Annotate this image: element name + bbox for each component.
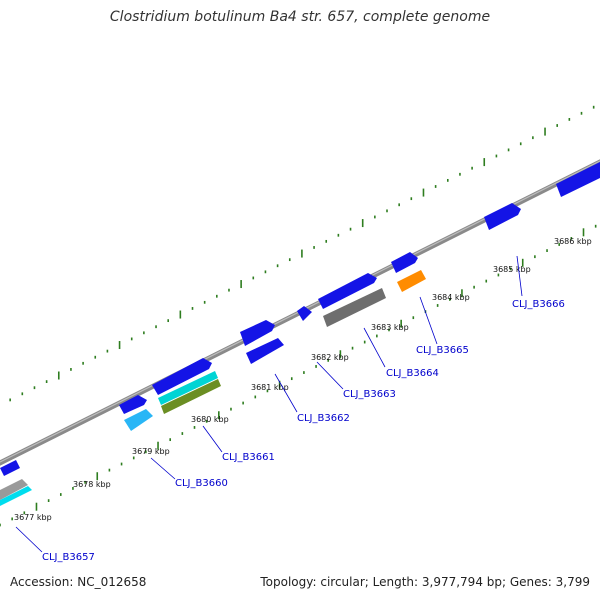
genome-summary: Topology: circular; Length: 3,977,794 bp… [260, 575, 590, 589]
gene-label-leaders [15, 255, 523, 553]
scale-label: 3677 kbp [14, 513, 52, 522]
gene-feature[interactable] [240, 320, 275, 346]
gene-label[interactable]: CLJ_B3666 [512, 299, 565, 310]
gene-feature[interactable] [0, 479, 28, 500]
gene-feature[interactable] [152, 358, 212, 395]
leader-line [202, 425, 223, 453]
scale-label: 3685 kbp [493, 265, 531, 274]
gene-feature[interactable] [124, 409, 153, 431]
leader-line [363, 327, 386, 368]
gene-feature[interactable] [391, 252, 418, 273]
gene-features [0, 162, 600, 506]
leader-line [274, 373, 298, 413]
gene-feature[interactable] [161, 379, 221, 414]
scale-label: 3686 kbp [554, 237, 592, 246]
scale-labels: 3677 kbp 3678 kbp 3679 kbp 3680 kbp 3681… [14, 237, 592, 522]
gene-feature[interactable] [484, 203, 521, 230]
gene-label[interactable]: CLJ_B3660 [175, 478, 228, 489]
gene-feature[interactable] [297, 306, 312, 321]
gene-feature[interactable] [0, 460, 20, 476]
gene-feature[interactable] [246, 338, 284, 364]
scale-label: 3683 kbp [371, 323, 409, 332]
gene-feature[interactable] [556, 162, 600, 197]
gene-feature[interactable] [397, 270, 426, 292]
gene-feature[interactable] [158, 371, 218, 405]
scale-label: 3679 kbp [132, 447, 170, 456]
gene-feature[interactable] [119, 395, 147, 414]
gene-label[interactable]: CLJ_B3661 [222, 452, 275, 463]
outer-tick-track [9, 105, 595, 402]
leader-line [15, 526, 43, 553]
gene-labels: CLJ_B3657 CLJ_B3660 CLJ_B3661 CLJ_B3662 … [42, 299, 565, 563]
scale-label: 3680 kbp [191, 415, 229, 424]
scale-label: 3678 kbp [73, 480, 111, 489]
gene-label[interactable]: CLJ_B3664 [386, 368, 439, 379]
gene-label[interactable]: CLJ_B3663 [343, 389, 396, 400]
scale-label: 3682 kbp [311, 353, 349, 362]
map-title: Clostridium botulinum Ba4 str. 657, comp… [109, 9, 491, 25]
gene-label[interactable]: CLJ_B3657 [42, 552, 95, 563]
leader-line [419, 296, 438, 345]
leader-line [516, 255, 523, 297]
leader-line [150, 457, 176, 480]
scale-label: 3681 kbp [251, 383, 289, 392]
gene-feature[interactable] [323, 288, 386, 327]
scale-label: 3684 kbp [432, 293, 470, 302]
gene-feature[interactable] [318, 273, 377, 309]
gene-label[interactable]: CLJ_B3665 [416, 345, 469, 356]
inner-tick-track [0, 224, 597, 527]
leader-line [316, 361, 344, 390]
gene-feature[interactable] [0, 486, 32, 506]
gene-label[interactable]: CLJ_B3662 [297, 413, 350, 424]
accession-text: Accession: NC_012658 [10, 575, 147, 589]
